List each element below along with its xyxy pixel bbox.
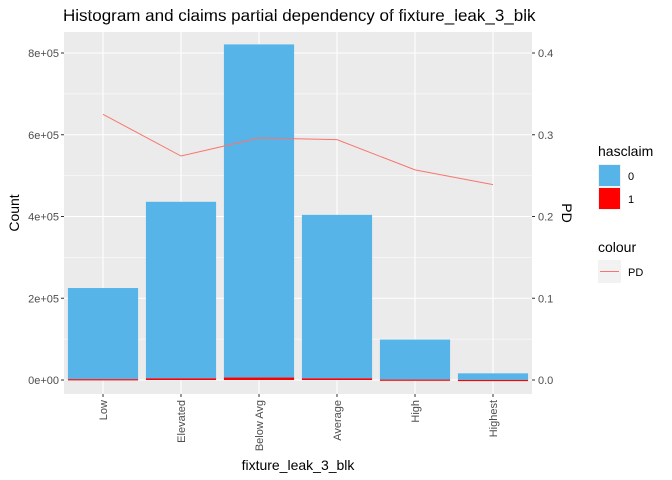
legend-title-hasclaim: hasclaim (598, 143, 653, 159)
y-tick-label: 4e+05 (28, 212, 59, 224)
bar-hasclaim-0 (67, 288, 139, 380)
y2-tick-label: 0.4 (538, 48, 553, 60)
bar-hasclaim-1 (67, 379, 139, 381)
y2-axis-title: PD (559, 203, 575, 222)
y-axis-left: 0e+00 2e+05 4e+05 6e+05 8e+05 (28, 48, 64, 387)
y2-tick-label: 0.3 (538, 130, 553, 142)
legend-label: 1 (628, 194, 634, 206)
y-axis-right: 0.0 0.1 0.2 0.3 0.4 (532, 48, 553, 387)
x-tick-label: Elevated (176, 400, 188, 443)
bar-hasclaim-0 (301, 214, 373, 379)
bar-hasclaim-1 (457, 379, 529, 382)
bar-hasclaim-0 (223, 44, 295, 378)
pd-line-path (102, 113, 494, 186)
x-tick-label: Below Avg (254, 400, 266, 451)
y2-tick-label: 0.1 (538, 293, 553, 305)
legend-key-swatch (599, 188, 620, 209)
plot-panel (64, 32, 532, 394)
y-tick-label: 6e+05 (28, 130, 59, 142)
x-tick-label: Low (98, 400, 110, 420)
y-tick-label: 8e+05 (28, 48, 59, 60)
x-axis: Low Elevated Below Avg Average High Highest (98, 394, 500, 451)
bar-hasclaim-0 (145, 201, 217, 379)
y2-tick-label: 0.0 (538, 375, 553, 387)
y-axis-title: Count (6, 194, 22, 231)
bars (67, 44, 529, 382)
legend-label: 0 (628, 171, 634, 183)
bar-hasclaim-1 (301, 378, 373, 380)
bar-hasclaim-1 (145, 378, 217, 380)
x-tick-label: High (410, 400, 422, 423)
bar-hasclaim-1 (223, 377, 295, 380)
y2-tick-label: 0.2 (538, 212, 553, 224)
legend-title-colour: colour (598, 239, 636, 255)
legend: hasclaim 0 1 colour PD (598, 143, 653, 283)
legend-key-swatch (599, 165, 620, 186)
bar-hasclaim-0 (457, 373, 529, 380)
pd-line (102, 113, 494, 186)
legend-label: PD (628, 267, 643, 279)
y-tick-label: 2e+05 (28, 293, 59, 305)
x-axis-title: fixture_leak_3_blk (242, 457, 356, 473)
bar-hasclaim-1 (379, 379, 451, 381)
y-tick-label: 0e+00 (28, 375, 59, 387)
x-tick-label: Average (332, 400, 344, 441)
bar-hasclaim-0 (379, 339, 451, 380)
chart-title: Histogram and claims partial dependency … (63, 6, 536, 25)
x-tick-label: Highest (488, 400, 500, 437)
